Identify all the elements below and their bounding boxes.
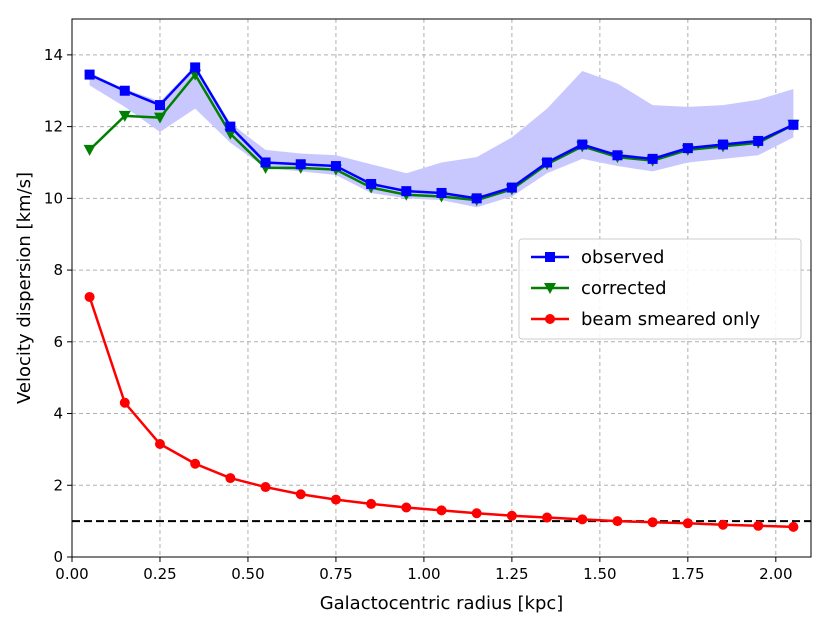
data-point-0-10 [436, 187, 447, 198]
data-point-2-19 [753, 520, 764, 531]
data-point-0-11 [471, 193, 482, 204]
data-point-0-4 [225, 121, 236, 132]
data-point-2-9 [401, 502, 412, 513]
plot-frame [71, 18, 812, 558]
series-observed [84, 62, 799, 204]
data-point-1-0 [83, 144, 96, 156]
data-point-0-0 [84, 69, 95, 80]
data-point-2-13 [542, 512, 553, 523]
axis-ticks: 0.00 0.25 0.50 0.75 1.00 1.25 1.50 1.75 2.00 0 2 4 6… [44, 46, 793, 583]
y-tick-label-7: 14 [44, 46, 63, 64]
uncertainty-band [89, 65, 794, 208]
legend-marker-1 [544, 283, 556, 294]
data-point-0-16 [647, 153, 658, 164]
data-point-2-15 [612, 516, 623, 527]
y-tick-label-4: 8 [53, 261, 63, 279]
data-point-0-7 [330, 161, 341, 172]
series-beam-smeared-only [84, 291, 799, 532]
legend-marker-0 [545, 252, 555, 262]
data-point-0-12 [506, 182, 517, 193]
data-point-2-5 [260, 482, 271, 493]
data-point-2-7 [330, 494, 341, 505]
legend-label-2: beam smeared only [581, 309, 760, 330]
x-axis-label: Galactocentric radius [kpc] [320, 593, 564, 614]
data-point-2-3 [190, 458, 201, 469]
data-point-2-4 [225, 473, 236, 484]
x-tick-label-5: 1.25 [495, 565, 528, 583]
data-point-2-2 [154, 439, 165, 450]
y-tick-label-3: 6 [53, 333, 63, 351]
data-point-0-9 [401, 186, 412, 197]
data-point-0-20 [788, 119, 799, 130]
y-tick-label-5: 10 [44, 189, 63, 207]
data-point-2-10 [436, 505, 447, 516]
data-point-2-16 [647, 517, 658, 528]
uncertainty-band-area [89, 65, 794, 208]
legend-label-1: corrected [581, 278, 667, 299]
legend: observed corrected beam smeared only [518, 238, 802, 340]
data-point-2-17 [682, 518, 693, 529]
data-point-2-8 [366, 498, 377, 509]
y-tick-label-2: 4 [53, 405, 63, 423]
x-tick-label-1: 0.25 [143, 565, 176, 583]
data-point-2-6 [295, 489, 306, 500]
data-point-0-8 [366, 178, 377, 189]
x-tick-label-7: 1.75 [671, 565, 704, 583]
data-point-0-13 [542, 157, 553, 168]
data-point-2-20 [788, 521, 799, 532]
data-point-0-3 [190, 62, 201, 73]
data-point-2-12 [506, 510, 517, 521]
data-point-0-19 [753, 135, 764, 146]
data-point-0-1 [119, 85, 130, 96]
y-tick-label-0: 0 [53, 548, 63, 566]
data-point-2-11 [471, 508, 482, 519]
data-point-0-14 [577, 139, 588, 150]
series-lines [83, 62, 800, 532]
data-point-2-18 [718, 519, 729, 530]
data-point-0-18 [718, 139, 729, 150]
data-point-1-2 [153, 112, 166, 124]
data-point-0-15 [612, 150, 623, 161]
data-point-0-2 [154, 100, 165, 111]
legend-label-0: observed [581, 247, 664, 268]
x-tick-label-8: 2.00 [759, 565, 792, 583]
y-tick-label-6: 12 [44, 118, 63, 136]
x-tick-label-4: 1.00 [407, 565, 440, 583]
data-point-0-6 [295, 159, 306, 170]
y-axis-label: Velocity dispersion [km/s] [14, 172, 35, 404]
data-point-2-14 [577, 514, 588, 525]
legend-box [518, 238, 802, 340]
y-tick-label-1: 2 [53, 476, 63, 494]
data-point-2-1 [119, 397, 130, 408]
data-point-0-17 [682, 143, 693, 154]
data-point-2-0 [84, 291, 95, 302]
legend-marker-2 [545, 314, 555, 324]
x-tick-label-0: 0.00 [55, 565, 88, 583]
data-point-0-5 [260, 157, 271, 168]
x-tick-label-3: 0.75 [319, 565, 352, 583]
data-point-1-1 [118, 110, 131, 122]
x-tick-label-6: 1.50 [583, 565, 616, 583]
x-tick-label-2: 0.50 [231, 565, 264, 583]
